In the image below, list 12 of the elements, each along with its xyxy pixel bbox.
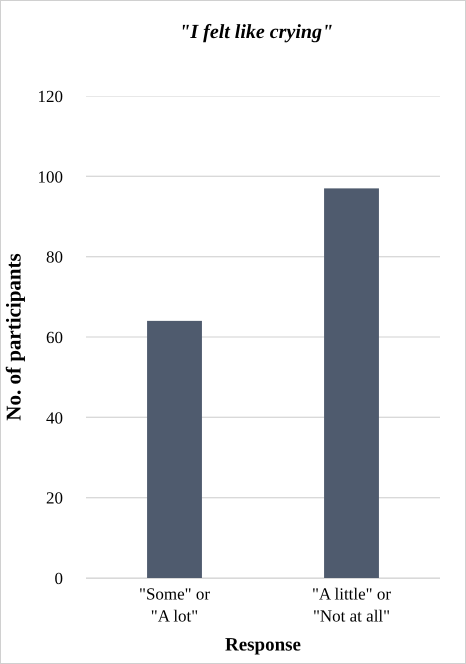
- chart-title: "I felt like crying": [179, 21, 334, 44]
- y-tick-label: 20: [46, 488, 63, 508]
- y-tick-label: 80: [46, 248, 63, 267]
- y-tick-label: 40: [46, 408, 63, 428]
- y-axis-title: No. of participants: [2, 253, 26, 421]
- y-tick-label: 100: [38, 167, 63, 186]
- y-tick-label: 120: [38, 86, 63, 106]
- x-tick-label: "Some" or "A lot": [138, 584, 210, 626]
- y-tick-label: 60: [46, 328, 63, 347]
- x-tick-label: "A little" or "Not at all": [312, 584, 392, 626]
- y-tick-label: 0: [54, 568, 63, 588]
- x-axis-title: Response: [224, 634, 302, 656]
